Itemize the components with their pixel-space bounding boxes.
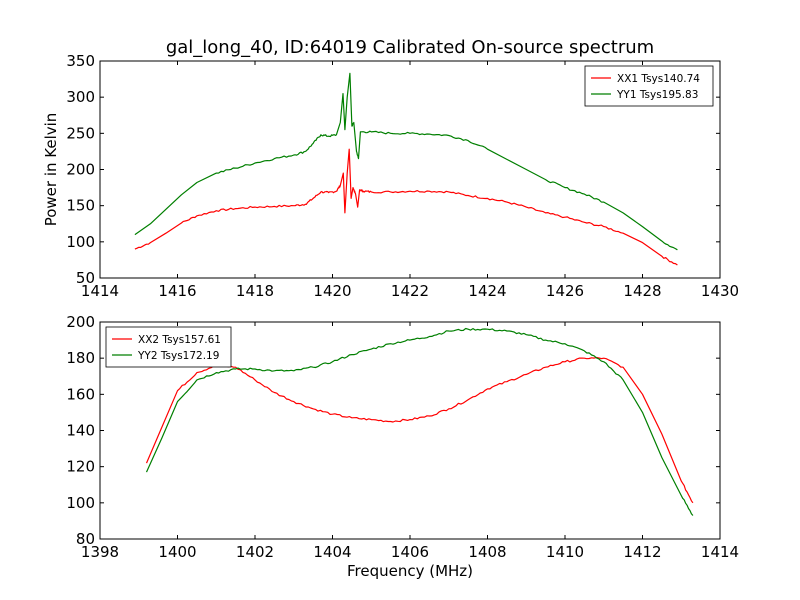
legend-box [105,326,232,368]
y-tick-label: 160 [66,385,95,403]
y-tick-label: 180 [66,349,95,367]
series-line-yy1 [134,72,678,251]
x-tick-label: 1430 [701,282,739,300]
y-tick-label: 140 [66,422,95,440]
x-tick-label: 1408 [468,543,506,561]
x-tick-label: 1428 [623,282,661,300]
series-line-xx1 [134,148,678,266]
top-panel-xx1-yy1: 1414 1416 1418 1420 1422 1424 1426 1428 1430 50 10… [42,52,739,300]
legend-entry: XX2 Tsys157.61 [138,334,221,346]
y-tick-label: 250 [66,124,95,142]
bottom-panel-xx2-yy2: 1398 1400 1402 1404 1406 1408 1410 1412 1414 80 10… [66,313,739,580]
figure-title: gal_long_40, ID:64019 Calibrated On-sour… [166,37,654,58]
y-tick-label: 50 [76,269,95,287]
y-tick-label: 100 [66,494,95,512]
x-tick-label: 1416 [158,282,196,300]
x-tick-label: 1412 [623,543,661,561]
y-tick-label: 100 [66,233,95,251]
y-axis-label: Power in Kelvin [42,113,60,227]
y-tick-label: 200 [66,161,95,179]
x-tick-label: 1398 [81,543,119,561]
y-tick-label: 350 [66,52,95,70]
y-tick-label: 200 [66,313,95,331]
y-tick-label: 300 [66,88,95,106]
x-tick-label: 1414 [81,282,119,300]
x-tick-label: 1404 [313,543,351,561]
x-tick-label: 1410 [546,543,584,561]
x-tick-label: 1422 [391,282,429,300]
y-tick-label: 150 [66,197,95,215]
legend-entry: YY1 Tsys195.83 [616,89,698,101]
x-tick-label: 1402 [236,543,274,561]
x-tick-label: 1406 [391,543,429,561]
y-tick-label: 80 [76,530,95,548]
legend: XX2 Tsys157.61 YY2 Tsys172.19 [105,326,232,368]
x-tick-label: 1420 [313,282,351,300]
series-line-yy2 [145,327,694,516]
legend-box [584,65,714,107]
x-tick-label: 1414 [701,543,739,561]
x-tick-label: 1400 [158,543,196,561]
legend-entry: XX1 Tsys140.74 [617,73,700,85]
y-tick-label: 120 [66,458,95,476]
x-tick-label: 1418 [236,282,274,300]
x-axis-label: Frequency (MHz) [347,562,473,580]
series-line-xx2 [145,356,694,504]
legend-entry: YY2 Tsys172.19 [137,350,219,362]
x-tick-label: 1426 [546,282,584,300]
legend: XX1 Tsys140.74 YY1 Tsys195.83 [584,65,714,107]
x-tick-label: 1424 [468,282,506,300]
